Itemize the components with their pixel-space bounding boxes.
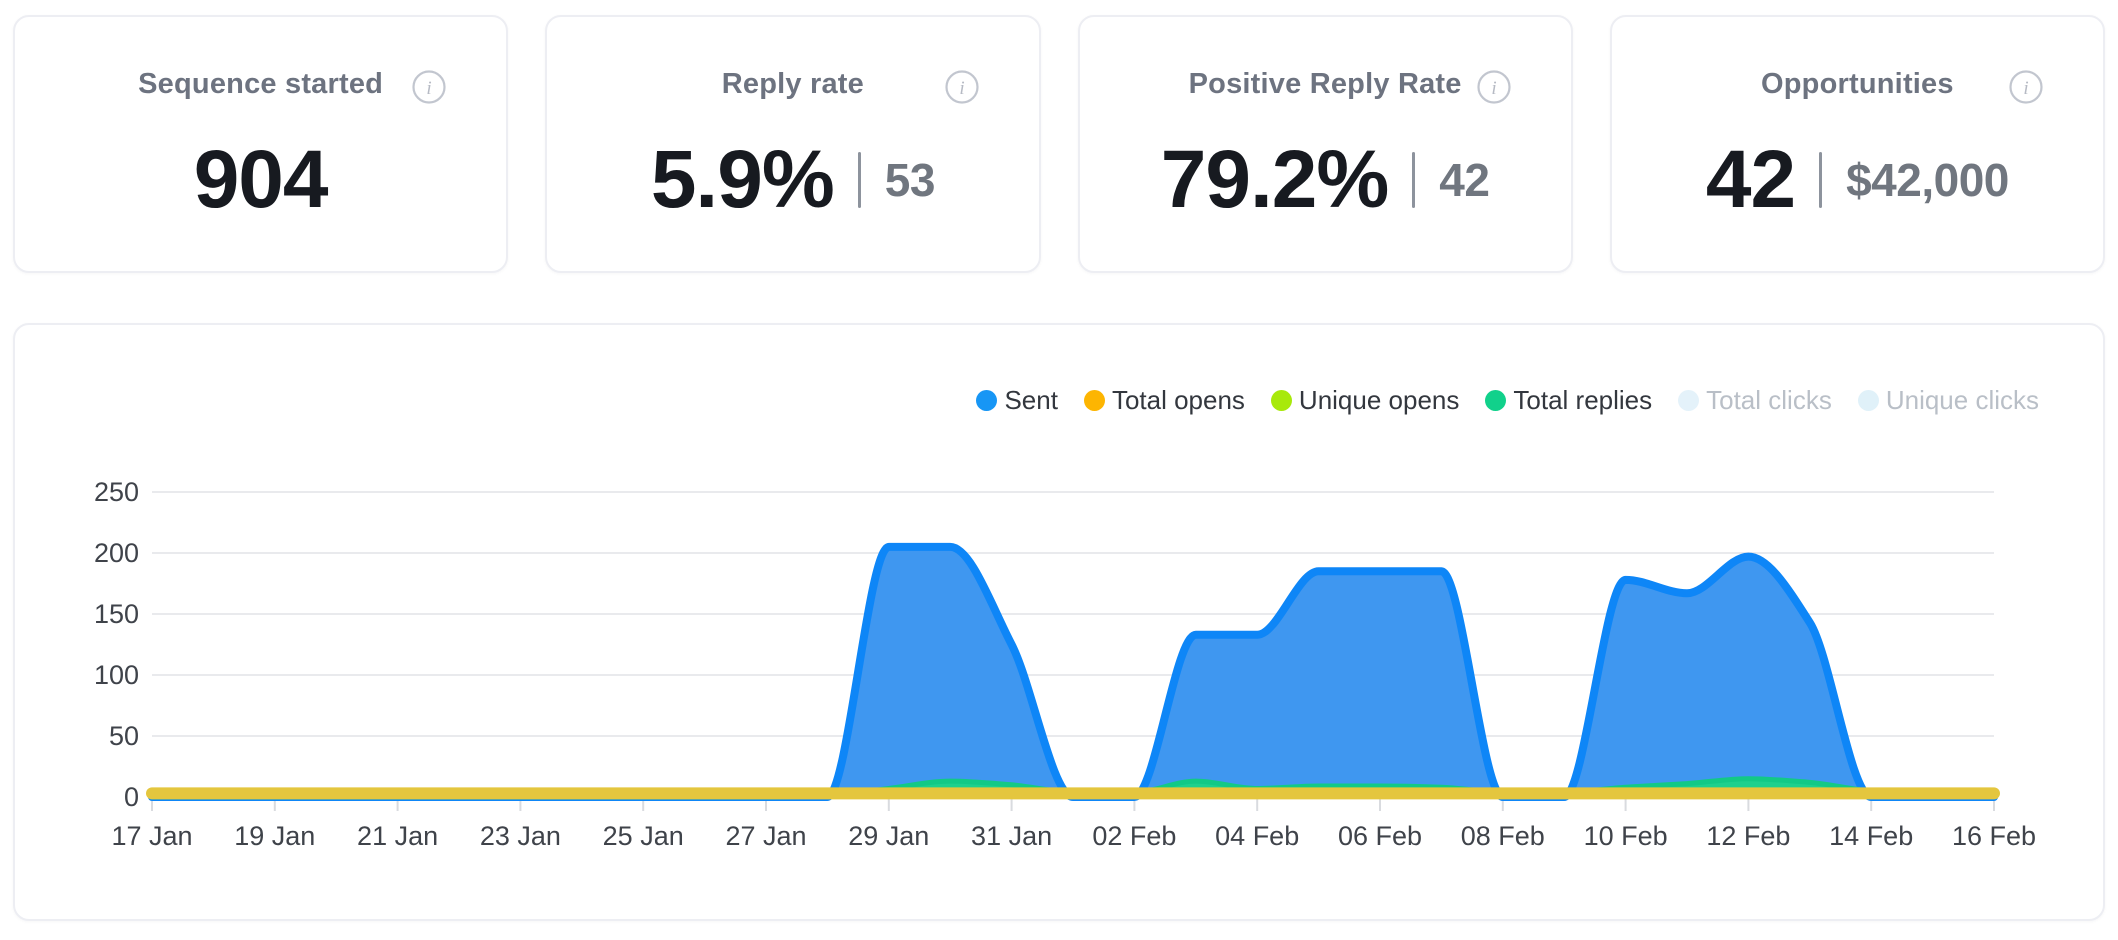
stat-card-sequence-started: Sequence started i 904 [13, 15, 509, 273]
stat-value-row: 904 [15, 137, 506, 223]
svg-text:100: 100 [94, 660, 139, 690]
svg-text:i: i [1491, 78, 1496, 99]
info-icon[interactable]: i [944, 70, 979, 104]
stat-value: 42 [1705, 134, 1796, 225]
svg-text:31 Jan: 31 Jan [971, 821, 1052, 851]
svg-text:i: i [427, 78, 432, 99]
info-icon[interactable]: i [412, 70, 446, 104]
svg-text:50: 50 [109, 721, 139, 751]
info-icon[interactable]: i [1477, 70, 1511, 104]
stat-card-header: Positive Reply Rate [1080, 68, 1571, 101]
chart-svg[interactable]: 0 50 100 150 200 250 17 Jan 19 Jan 21 Jan 23 Jan 2… [15, 325, 2103, 919]
legend-item-unique-opens[interactable]: Unique opens [1270, 385, 1460, 416]
stat-value-row: 79.2% 42 [1080, 137, 1571, 223]
stat-secondary: $42,000 [1846, 154, 2009, 206]
chart-card: Sent Total opens Unique opens Total repl… [13, 323, 2105, 921]
stat-divider [1412, 152, 1416, 208]
stat-divider [1819, 152, 1823, 208]
svg-text:29 Jan: 29 Jan [848, 821, 929, 851]
stat-value-row: 42 $42,000 [1612, 137, 2103, 223]
svg-text:08 Feb: 08 Feb [1461, 821, 1545, 851]
stat-secondary: 53 [884, 154, 936, 206]
total-clicks-series-dot-icon [1678, 390, 1700, 411]
stat-title: Opportunities [1761, 68, 1954, 100]
stat-value: 904 [193, 134, 329, 225]
svg-text:27 Jan: 27 Jan [725, 821, 806, 851]
svg-text:250: 250 [94, 477, 139, 507]
svg-text:i: i [959, 78, 964, 99]
svg-text:19 Jan: 19 Jan [234, 821, 315, 851]
legend-item-unique-clicks[interactable]: Unique clicks [1857, 385, 2039, 416]
sent-series-dot-icon [976, 390, 998, 411]
stat-card-opportunities: Opportunities i 42 $42,000 [1609, 15, 2105, 273]
total-opens-series-dot-icon [1083, 390, 1105, 411]
svg-text:23 Jan: 23 Jan [480, 821, 561, 851]
svg-text:150: 150 [94, 599, 139, 629]
svg-text:16 Feb: 16 Feb [1952, 821, 2036, 851]
legend-label: Unique opens [1298, 385, 1460, 415]
svg-text:25 Jan: 25 Jan [603, 821, 684, 851]
stat-value: 5.9% [650, 134, 835, 225]
stats-row: Sequence started i 904 Reply rate i 5.9%… [13, 15, 2105, 273]
svg-text:14 Feb: 14 Feb [1829, 821, 1913, 851]
stat-title: Positive Reply Rate [1188, 68, 1462, 100]
stat-title: Reply rate [721, 68, 864, 100]
stat-card-reply-rate: Reply rate i 5.9% 53 [545, 15, 1041, 273]
legend-label: Unique clicks [1885, 385, 2039, 415]
svg-text:21 Jan: 21 Jan [357, 821, 438, 851]
legend-label: Total opens [1111, 385, 1245, 415]
svg-text:i: i [2023, 78, 2028, 99]
legend-item-sent[interactable]: Sent [976, 385, 1058, 416]
svg-text:02 Feb: 02 Feb [1092, 821, 1176, 851]
total-replies-series-dot-icon [1485, 390, 1507, 411]
stat-card-header: Reply rate [547, 68, 1038, 101]
stat-secondary: 42 [1439, 154, 1490, 206]
stat-value-row: 5.9% 53 [547, 137, 1038, 223]
stat-value: 79.2% [1160, 134, 1390, 225]
svg-text:200: 200 [94, 538, 139, 568]
stat-card-header: Sequence started [15, 68, 506, 101]
svg-text:06 Feb: 06 Feb [1338, 821, 1422, 851]
svg-text:10 Feb: 10 Feb [1584, 821, 1668, 851]
chart-legend: Sent Total opens Unique opens Total repl… [976, 385, 2039, 416]
stat-title: Sequence started [138, 68, 384, 100]
legend-label: Sent [1004, 385, 1058, 415]
legend-label: Total clicks [1706, 385, 1832, 415]
svg-text:12 Feb: 12 Feb [1706, 821, 1790, 851]
stat-card-header: Opportunities [1612, 68, 2103, 101]
svg-text:17 Jan: 17 Jan [111, 821, 192, 851]
legend-label: Total replies [1513, 385, 1653, 415]
stat-divider [857, 152, 861, 208]
legend-item-total-opens[interactable]: Total opens [1083, 385, 1245, 416]
svg-text:04 Feb: 04 Feb [1215, 821, 1299, 851]
legend-item-total-replies[interactable]: Total replies [1485, 385, 1652, 416]
unique-opens-series-dot-icon [1270, 390, 1292, 411]
unique-clicks-series-dot-icon [1857, 390, 1879, 411]
svg-text:0: 0 [124, 782, 139, 812]
info-icon[interactable]: i [2009, 70, 2043, 104]
stat-card-positive-reply-rate: Positive Reply Rate i 79.2% 42 [1077, 15, 1573, 273]
legend-item-total-clicks[interactable]: Total clicks [1678, 385, 1832, 416]
